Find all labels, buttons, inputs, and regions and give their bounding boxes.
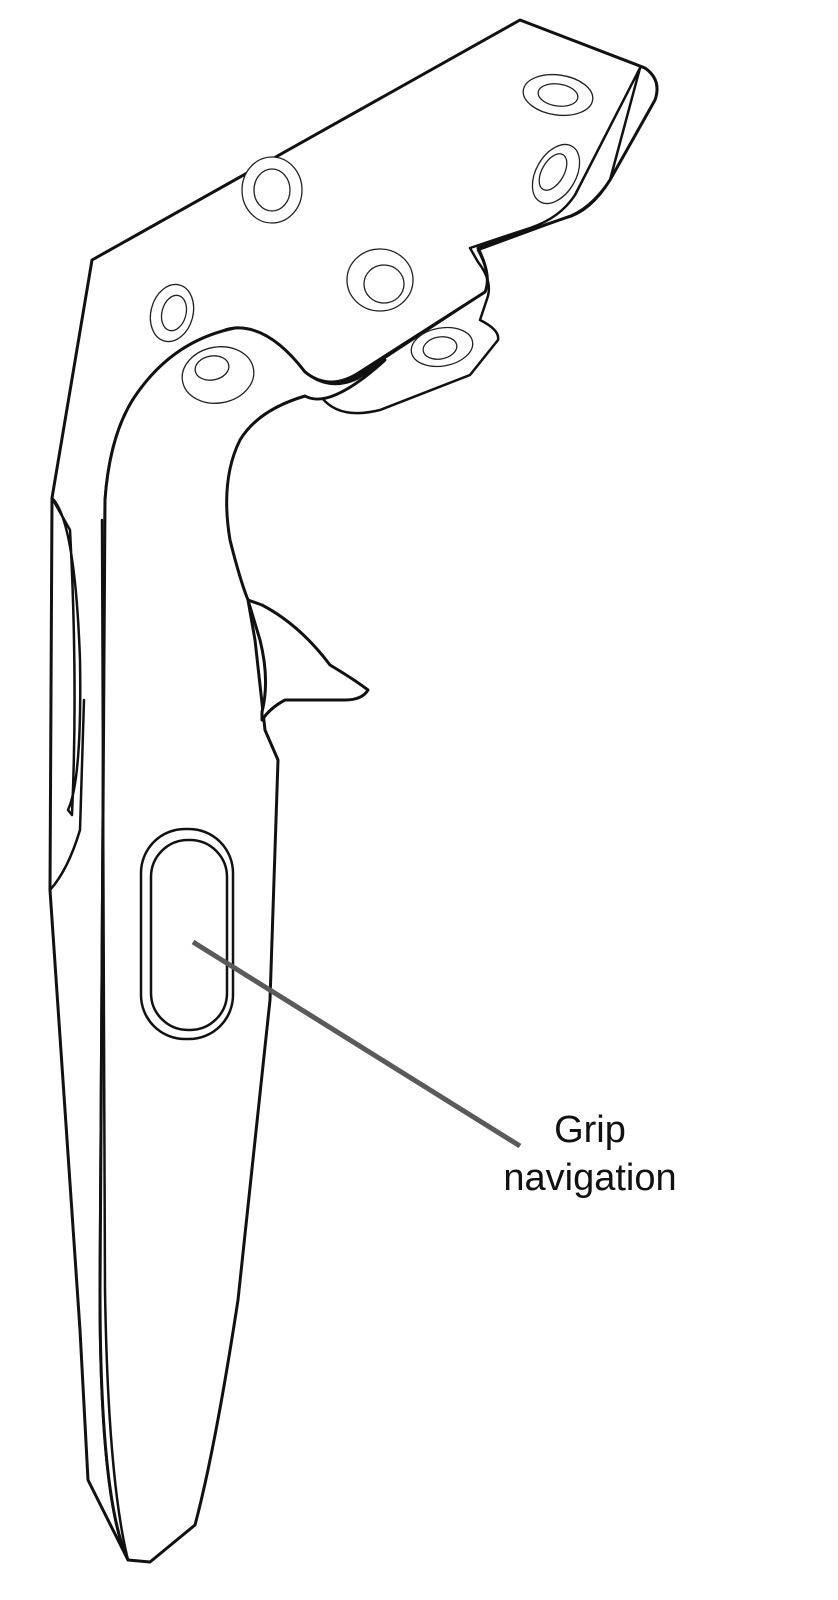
handle-outline <box>98 326 387 1564</box>
controller-body <box>48 326 387 1564</box>
grip-button-inner <box>149 838 229 1032</box>
callout-grip-navigation: Grip navigation <box>470 1106 710 1202</box>
tracking-sensor <box>181 346 255 404</box>
tracking-sensor <box>346 248 414 312</box>
tracking-sensor <box>522 73 594 117</box>
tracking-ring-side-face <box>303 66 642 415</box>
handle-lower-back <box>48 698 86 892</box>
tracking-sensor <box>531 143 581 205</box>
tracking-sensors <box>149 73 594 404</box>
callout-line-1: Grip <box>554 1109 626 1151</box>
tracking-sensor <box>410 326 474 368</box>
handle-ridge-line <box>100 518 130 1562</box>
grip-button-outer <box>139 827 235 1041</box>
callout-leader-line <box>191 939 522 1149</box>
tracking-sensor <box>241 156 303 224</box>
handle-back-edge <box>50 496 82 817</box>
grip-button[interactable] <box>139 827 235 1041</box>
tracking-sensor <box>149 283 195 343</box>
trigger[interactable] <box>246 598 370 722</box>
callout-line-2: navigation <box>503 1157 677 1199</box>
